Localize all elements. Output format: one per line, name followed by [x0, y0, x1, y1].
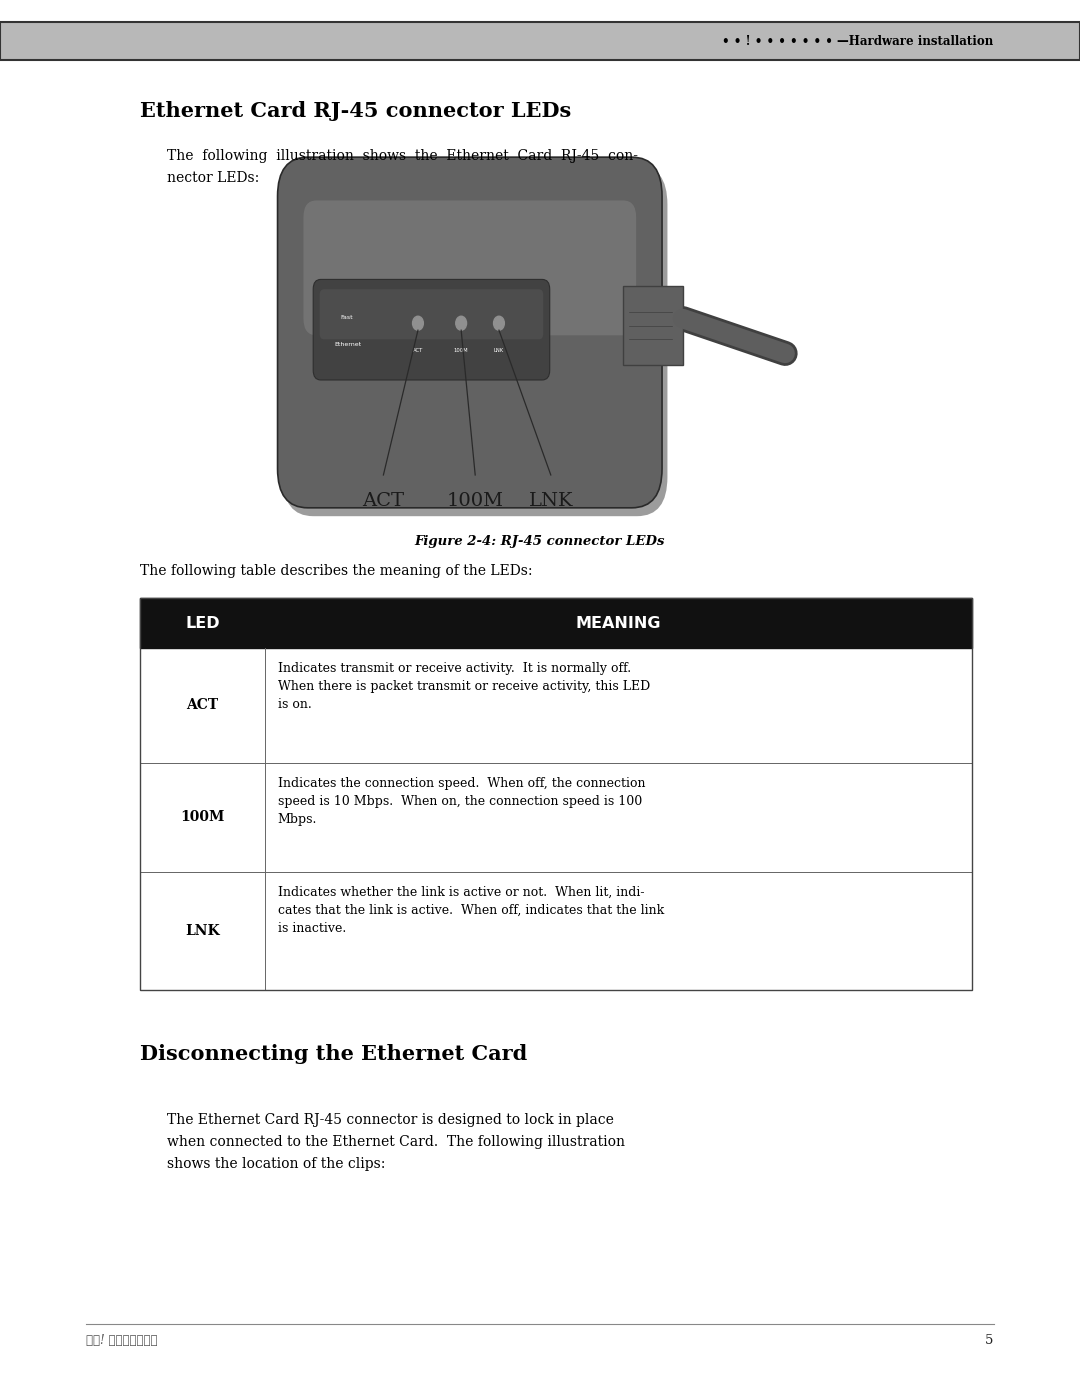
Text: Indicates whether the link is active or not.  When lit, indi-
cates that the lin: Indicates whether the link is active or … — [278, 886, 664, 935]
Text: ACT: ACT — [362, 492, 405, 510]
Bar — [140, 598, 972, 990]
Bar — [0, 22, 1080, 60]
Text: 5: 5 — [985, 1334, 994, 1347]
Bar — [140, 648, 972, 763]
FancyBboxPatch shape — [303, 200, 636, 335]
Text: MEANING: MEANING — [576, 616, 661, 630]
Text: Disconnecting the Ethernet Card: Disconnecting the Ethernet Card — [140, 1044, 528, 1063]
FancyBboxPatch shape — [278, 158, 662, 509]
Bar — [140, 872, 972, 990]
Bar — [140, 598, 972, 648]
Text: LNK: LNK — [185, 923, 220, 939]
Text: LED: LED — [185, 616, 220, 630]
Circle shape — [494, 316, 504, 330]
Text: 錯誤! 尚未定義樣式。: 錯誤! 尚未定義樣式。 — [86, 1334, 158, 1347]
Text: 100M: 100M — [447, 492, 503, 510]
Text: 100M: 100M — [180, 810, 225, 824]
Bar — [623, 286, 683, 365]
Text: The following table describes the meaning of the LEDs:: The following table describes the meanin… — [140, 564, 532, 578]
FancyBboxPatch shape — [313, 279, 550, 380]
Text: 100M: 100M — [454, 348, 469, 353]
Bar — [140, 763, 972, 872]
Circle shape — [413, 316, 423, 330]
Text: LNK: LNK — [528, 492, 573, 510]
Text: Indicates transmit or receive activity.  It is normally off.
When there is packe: Indicates transmit or receive activity. … — [278, 662, 650, 711]
Text: Ethernet: Ethernet — [335, 342, 362, 346]
FancyBboxPatch shape — [283, 166, 667, 517]
Text: Figure 2-4: RJ-45 connector LEDs: Figure 2-4: RJ-45 connector LEDs — [415, 535, 665, 548]
Text: Indicates the connection speed.  When off, the connection
speed is 10 Mbps.  Whe: Indicates the connection speed. When off… — [278, 777, 645, 826]
Text: Ethernet Card RJ-45 connector LEDs: Ethernet Card RJ-45 connector LEDs — [140, 101, 571, 120]
Text: Fast: Fast — [340, 316, 353, 320]
Text: ACT: ACT — [187, 698, 218, 712]
Text: LNK: LNK — [494, 348, 504, 353]
Text: ACT: ACT — [413, 348, 423, 353]
FancyBboxPatch shape — [320, 289, 543, 339]
Text: • • ! • • • • • • • —Hardware installation: • • ! • • • • • • • —Hardware installati… — [723, 35, 994, 47]
Text: The  following  illustration  shows  the  Ethernet  Card  RJ-45  con-
nector LED: The following illustration shows the Eth… — [167, 149, 638, 186]
Circle shape — [456, 316, 467, 330]
Text: The Ethernet Card RJ-45 connector is designed to lock in place
when connected to: The Ethernet Card RJ-45 connector is des… — [167, 1113, 625, 1171]
